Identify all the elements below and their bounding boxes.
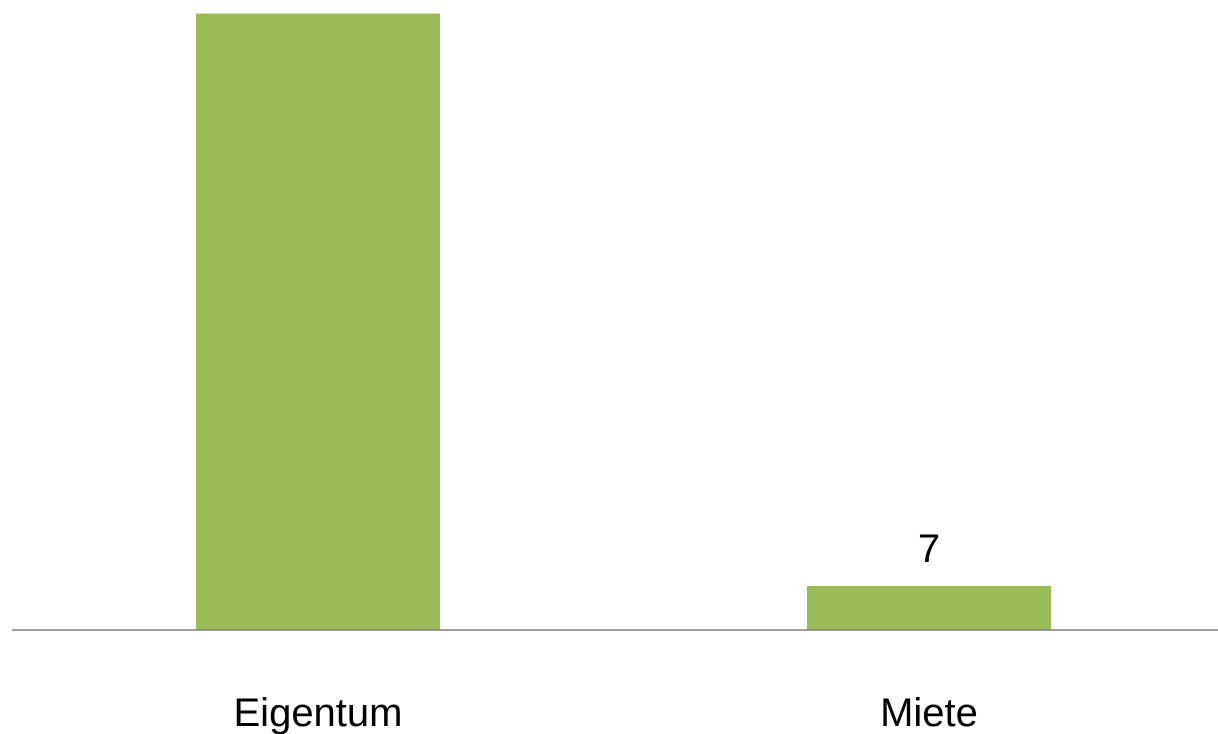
category-labels-group: Eigentum Miete <box>234 691 978 734</box>
bar-eigentum <box>196 13 440 630</box>
data-labels-group: 987 <box>918 527 940 571</box>
bars-group <box>196 13 1051 630</box>
category-label-eigentum: Eigentum <box>234 691 403 734</box>
bar-miete <box>807 585 1051 630</box>
data-label-miete: 7 <box>918 527 940 571</box>
category-label-miete: Miete <box>880 691 978 734</box>
